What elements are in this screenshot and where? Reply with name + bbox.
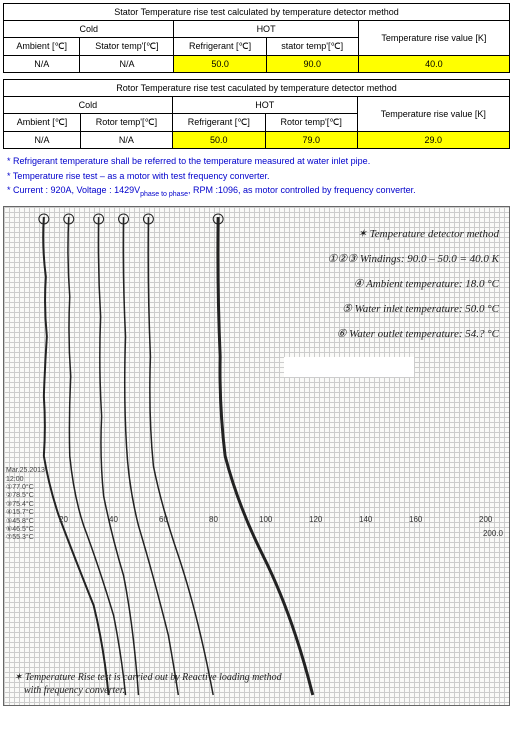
notes-block: * Refrigerant temperature shall be refer… xyxy=(7,155,510,200)
stator-hot-header: HOT xyxy=(174,21,358,38)
stator-ambient-val: N/A xyxy=(4,56,80,73)
stator-hot-temp-label: stator temp'[℃] xyxy=(266,38,358,56)
rotor-temp-label: Rotor temp'[℃] xyxy=(81,114,173,132)
chart-recorder-graph: ✶ Temperature detector method ①②③ Windin… xyxy=(3,206,510,706)
stator-hot-temp-val: 90.0 xyxy=(266,56,358,73)
rotor-title: Rotor Temperature rise test caculated by… xyxy=(4,80,510,97)
rotor-rise-header: Temperature rise value [K] xyxy=(357,97,509,132)
stator-title: Stator Temperature rise test calculated … xyxy=(4,4,510,21)
xtick-20: 20 xyxy=(59,515,68,524)
xtick-40: 40 xyxy=(109,515,118,524)
stator-cold-temp-val: N/A xyxy=(80,56,174,73)
hand-title: ✶ Temperature detector method xyxy=(358,227,499,240)
stator-ambient-label: Ambient [℃] xyxy=(4,38,80,56)
stator-refrigerant-val: 50.0 xyxy=(174,56,266,73)
xtick-200: 200 xyxy=(479,515,492,524)
rotor-ambient-val: N/A xyxy=(4,132,81,149)
note-2: * Temperature rise test – as a motor wit… xyxy=(7,170,510,184)
rotor-hot-header: HOT xyxy=(172,97,357,114)
stator-rise-val: 40.0 xyxy=(358,56,509,73)
stator-cold-header: Cold xyxy=(4,21,174,38)
stator-temp-label: Stator temp'[℃] xyxy=(80,38,174,56)
xtick-80: 80 xyxy=(209,515,218,524)
xtick-200-far: 200.0 xyxy=(483,529,503,538)
hand-outlet: ⑥ Water outlet temperature: 54.? °C xyxy=(336,327,499,340)
stator-table: Stator Temperature rise test calculated … xyxy=(3,3,510,73)
rotor-hot-temp-val: 79.0 xyxy=(265,132,357,149)
rotor-table: Rotor Temperature rise test caculated by… xyxy=(3,79,510,149)
rotor-refrigerant-label: Refrigerant [℃] xyxy=(172,114,265,132)
hand-windings: ①②③ Windings: 90.0 – 50.0 = 40.0 K xyxy=(328,252,499,265)
rotor-hot-temp-label: Rotor temp'[℃] xyxy=(265,114,357,132)
stator-refrigerant-label: Refrigerant [℃] xyxy=(174,38,266,56)
rotor-refrigerant-val: 50.0 xyxy=(172,132,265,149)
recorder-side-text: Mar.25.2013 12:00 ①77.0°C ②78.5°C ③75.4°… xyxy=(6,467,45,543)
note-3: * Current : 920A, Voltage : 1429Vphase t… xyxy=(7,184,510,200)
stator-rise-header: Temperature rise value [K] xyxy=(358,21,509,56)
hand-inlet: ⑤ Water inlet temperature: 50.0 °C xyxy=(342,302,499,315)
xtick-160: 160 xyxy=(409,515,422,524)
rotor-rise-val: 29.0 xyxy=(357,132,509,149)
rotor-ambient-label: Ambient [℃] xyxy=(4,114,81,132)
xtick-120: 120 xyxy=(309,515,322,524)
xtick-140: 140 xyxy=(359,515,372,524)
note-1: * Refrigerant temperature shall be refer… xyxy=(7,155,510,169)
rotor-cold-temp-val: N/A xyxy=(81,132,173,149)
xtick-100: 100 xyxy=(259,515,272,524)
xtick-60: 60 xyxy=(159,515,168,524)
rotor-cold-header: Cold xyxy=(4,97,173,114)
bottom-hand-note: ✶ Temperature Rise test is carried out b… xyxy=(14,671,282,697)
white-patch xyxy=(284,357,414,377)
hand-ambient: ④ Ambient temperature: 18.0 °C xyxy=(354,277,499,290)
